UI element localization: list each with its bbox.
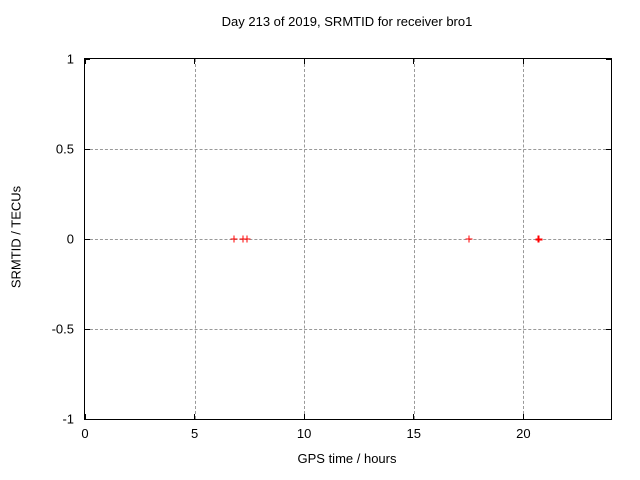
x-axis-label: GPS time / hours [297, 451, 397, 466]
y-tick-label: 1 [66, 51, 74, 67]
marker-stroke [246, 235, 248, 243]
x-tick-label: 5 [190, 426, 199, 441]
y-tick-label: 0.5 [55, 141, 74, 157]
y-tick-mark [85, 58, 90, 60]
x-tick-label: 10 [296, 426, 312, 441]
x-tick-mark [84, 59, 86, 64]
chart-title: Day 213 of 2019, SRMTID for receiver bro… [221, 14, 473, 29]
x-tick-label: 20 [516, 426, 531, 441]
y-axis-label: SRMTID / TECUs [8, 185, 24, 289]
marker-stroke [537, 235, 540, 243]
y-tick-mark [85, 418, 90, 420]
y-tick-mark [85, 238, 90, 240]
x-tick-mark [194, 414, 196, 419]
y-tick-label: -0.5 [51, 321, 74, 337]
y-tick-mark [606, 238, 611, 240]
data-point-marker [465, 235, 473, 243]
y-tick-mark [606, 418, 611, 420]
data-point-marker [243, 235, 251, 243]
y-gridline [85, 329, 611, 330]
x-tick-label: 15 [406, 426, 421, 441]
y-tick-mark [606, 58, 611, 60]
y-gridline [85, 149, 611, 150]
x-tick-mark [303, 59, 305, 64]
data-point-marker [239, 235, 247, 243]
marker-stroke [242, 235, 244, 243]
x-tick-mark [413, 59, 415, 64]
marker-stroke [233, 235, 235, 243]
x-tick-mark [522, 59, 524, 64]
x-tick-mark [194, 59, 196, 64]
x-tick-mark [84, 414, 86, 419]
marker-stroke [468, 235, 470, 243]
y-tick-mark [606, 328, 611, 330]
x-tick-mark [303, 414, 305, 419]
y-tick-label: 0 [66, 231, 74, 247]
x-tick-mark [522, 414, 524, 419]
y-tick-mark [85, 148, 90, 150]
y-tick-mark [606, 148, 611, 150]
y-tick-label: -1 [62, 411, 74, 427]
plot-area: 0 5 10 15 20 1 0.5 0 -0.5 -1 [52, 52, 612, 441]
x-tick-mark [413, 414, 415, 419]
y-gridline [85, 239, 611, 240]
y-tick-mark [85, 328, 90, 330]
data-point-marker [230, 235, 238, 243]
data-point-marker [535, 235, 543, 243]
x-tick-label: 0 [81, 426, 89, 441]
